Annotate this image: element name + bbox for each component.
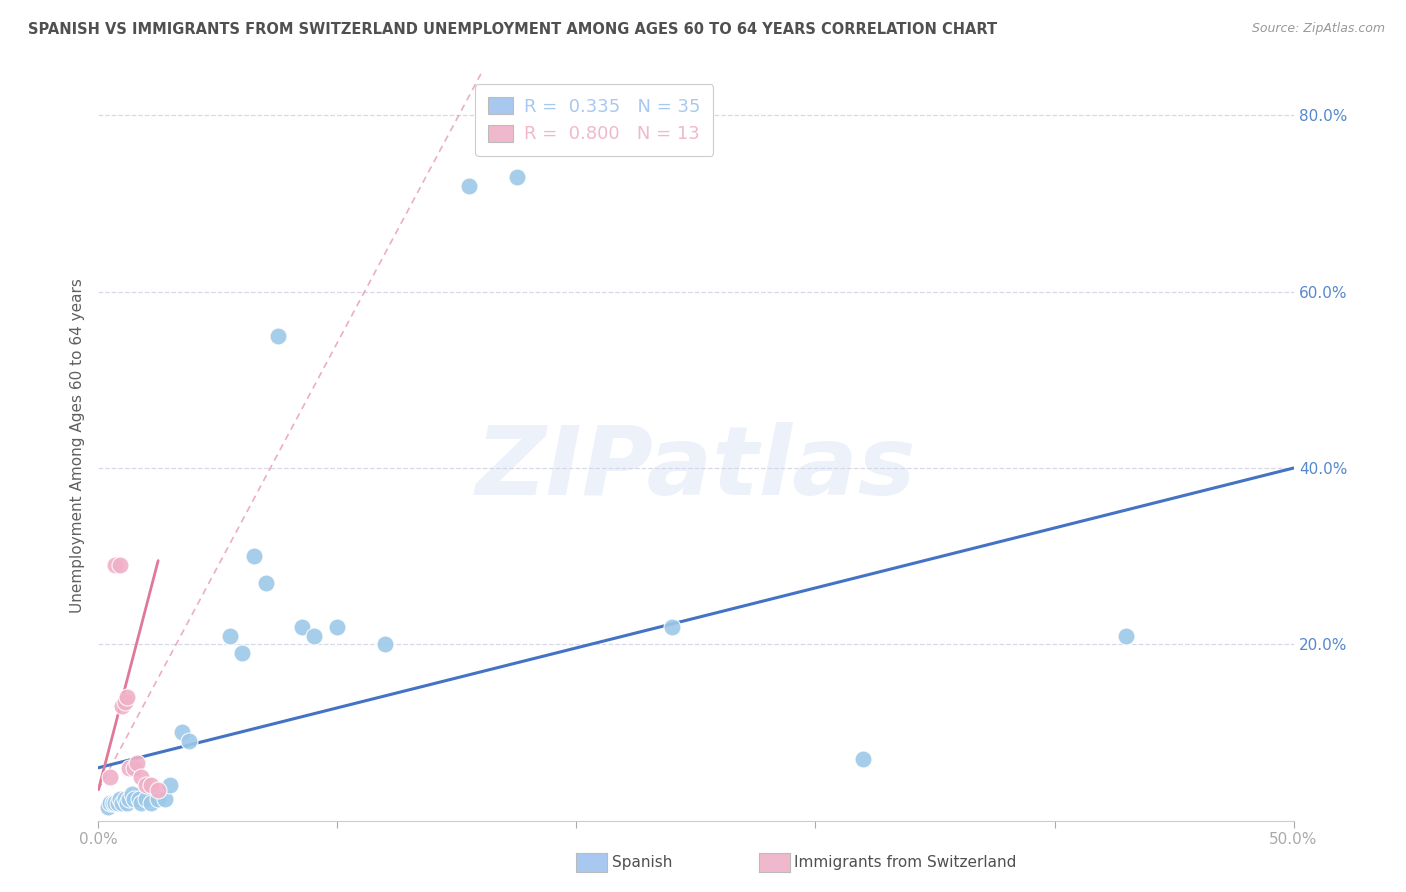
Point: [115, 690, 138, 705]
Point: [104, 796, 127, 810]
Point: [115, 796, 138, 810]
Point: [326, 620, 349, 634]
Point: [131, 770, 153, 784]
Point: [506, 170, 529, 185]
Text: Source: ZipAtlas.com: Source: ZipAtlas.com: [1251, 22, 1385, 36]
Point: [852, 752, 875, 766]
Point: [98, 770, 122, 784]
Point: [179, 734, 201, 748]
Point: [114, 791, 136, 805]
Point: [104, 558, 127, 572]
Point: [125, 756, 148, 771]
Point: [124, 761, 146, 775]
Point: [267, 328, 290, 343]
Point: [172, 725, 194, 739]
Text: ZIPatlas: ZIPatlas: [475, 422, 917, 515]
Point: [243, 549, 266, 564]
Point: [107, 796, 129, 810]
Point: [118, 761, 141, 775]
Point: [108, 558, 131, 572]
Point: [139, 796, 162, 810]
Point: [159, 778, 181, 792]
Text: SPANISH VS IMMIGRANTS FROM SWITZERLAND UNEMPLOYMENT AMONG AGES 60 TO 64 YEARS CO: SPANISH VS IMMIGRANTS FROM SWITZERLAND U…: [28, 22, 997, 37]
Point: [121, 787, 143, 801]
Point: [458, 178, 481, 193]
Point: [148, 782, 170, 797]
Point: [101, 796, 124, 810]
Y-axis label: Unemployment Among Ages 60 to 64 years: Unemployment Among Ages 60 to 64 years: [70, 278, 86, 614]
Point: [148, 791, 170, 805]
Point: [135, 778, 157, 792]
Point: [139, 778, 162, 792]
Point: [124, 791, 146, 805]
Point: [114, 695, 136, 709]
Point: [97, 800, 120, 814]
Point: [108, 791, 131, 805]
Point: [291, 620, 314, 634]
Point: [128, 791, 150, 805]
Text: Spanish: Spanish: [612, 855, 672, 870]
Point: [661, 620, 683, 634]
Point: [135, 791, 157, 805]
Point: [111, 699, 134, 714]
Point: [1115, 628, 1137, 642]
Point: [219, 628, 242, 642]
Point: [111, 796, 134, 810]
Point: [254, 575, 277, 590]
Point: [231, 646, 253, 660]
Point: [118, 791, 141, 805]
Point: [131, 796, 153, 810]
Legend: R =  0.335   N = 35, R =  0.800   N = 13: R = 0.335 N = 35, R = 0.800 N = 13: [475, 84, 713, 156]
Text: Immigrants from Switzerland: Immigrants from Switzerland: [794, 855, 1017, 870]
Point: [374, 637, 396, 651]
Point: [155, 791, 177, 805]
Point: [302, 628, 325, 642]
Point: [98, 796, 122, 810]
